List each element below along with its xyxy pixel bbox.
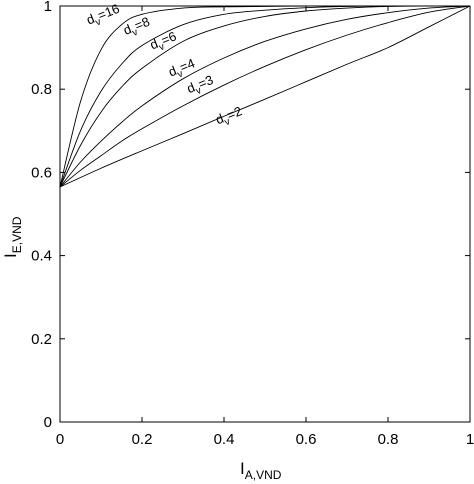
x-tick-label: 0.6 — [296, 431, 317, 448]
y-axis-label: IE,VND — [1, 216, 24, 258]
x-tick-label: 0.4 — [214, 431, 235, 448]
y-tick-label: 0.8 — [31, 81, 52, 98]
curve-label-sub: v — [94, 16, 103, 28]
x-axis-label-sub: A,VND — [245, 468, 282, 482]
curve-label-value: =16 — [96, 1, 122, 23]
x-axis-label: IA,VND — [240, 459, 282, 482]
tick-labels: 0 0.2 0.4 0.6 0.8 1 0 0.2 0.4 0.6 0.8 1 — [31, 0, 474, 448]
curve-label: dv=3 — [185, 72, 217, 100]
curve-label: dv=2 — [213, 103, 245, 131]
curve-label-value: =8 — [132, 14, 151, 33]
curves — [59, 5, 471, 188]
series-line-dv4 — [59, 5, 471, 188]
ticks — [59, 5, 471, 423]
y-axis-label-sub: E,VND — [10, 216, 24, 253]
x-tick-label: 0 — [56, 431, 64, 448]
y-tick-label: 0.2 — [31, 331, 52, 348]
y-tick-label: 0 — [44, 414, 52, 431]
curve-label: dv=6 — [148, 28, 180, 56]
curve-label-sub: v — [223, 116, 232, 128]
curve-label-value: =2 — [225, 103, 244, 122]
y-tick-label: 0.6 — [31, 164, 52, 181]
x-tick-label: 0.8 — [378, 431, 399, 448]
curve-label-sub: v — [157, 41, 166, 53]
curve-label: dv=8 — [121, 14, 153, 42]
curve-label-sub: v — [194, 85, 203, 97]
curve-label-value: =3 — [196, 72, 215, 91]
plot-frame — [59, 5, 471, 423]
curve-label: dv=4 — [166, 55, 198, 83]
curve-label-sub: v — [176, 68, 185, 80]
y-axis-label-main: I — [1, 253, 20, 258]
x-axis-label-main: I — [240, 459, 245, 478]
series-line-dv2 — [59, 5, 471, 188]
curve-label: dv=16 — [84, 1, 123, 31]
x-tick-label: 0.2 — [132, 431, 153, 448]
curve-label-value: =4 — [178, 55, 197, 74]
y-tick-label: 1 — [44, 0, 52, 15]
curve-label-value: =6 — [159, 28, 178, 47]
curve-label-sub: v — [131, 27, 140, 39]
y-tick-label: 0.4 — [31, 248, 52, 265]
series-line-dv3 — [59, 5, 471, 188]
x-tick-label: 1 — [466, 431, 474, 448]
